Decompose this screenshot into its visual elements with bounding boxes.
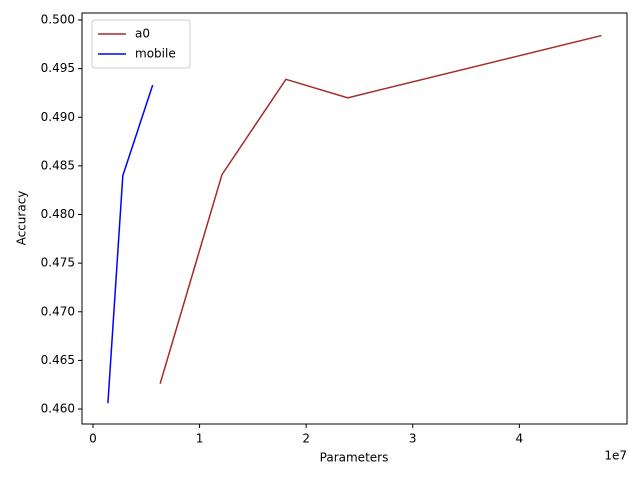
series-line (159, 34, 602, 384)
y-tick-label: 0.500 (41, 13, 75, 27)
x-axis-label: Parameters (320, 451, 389, 465)
y-tick-label: 0.465 (41, 353, 75, 367)
legend-box (91, 19, 191, 69)
y-tick-label: 0.480 (41, 207, 75, 221)
y-axis-label: Accuracy (15, 191, 29, 246)
series-line (107, 84, 154, 404)
legend-label: mobile (135, 47, 176, 61)
y-tick-label: 0.460 (41, 402, 75, 416)
y-tick-label: 0.475 (41, 256, 75, 270)
x-tick-label: 3 (409, 432, 417, 446)
x-tick-label: 0 (89, 432, 97, 446)
legend-label: a0 (135, 27, 150, 41)
y-tick-label: 0.470 (41, 304, 75, 318)
x-tick-label: 4 (516, 432, 524, 446)
y-tick-label: 0.495 (41, 61, 75, 75)
x-tick-label: 2 (302, 432, 310, 446)
y-tick-label: 0.490 (41, 110, 75, 124)
y-tick-label: 0.485 (41, 158, 75, 172)
x-offset-label: 1e7 (604, 449, 627, 463)
plot-frame (81, 12, 628, 425)
x-tick-label: 1 (196, 432, 204, 446)
